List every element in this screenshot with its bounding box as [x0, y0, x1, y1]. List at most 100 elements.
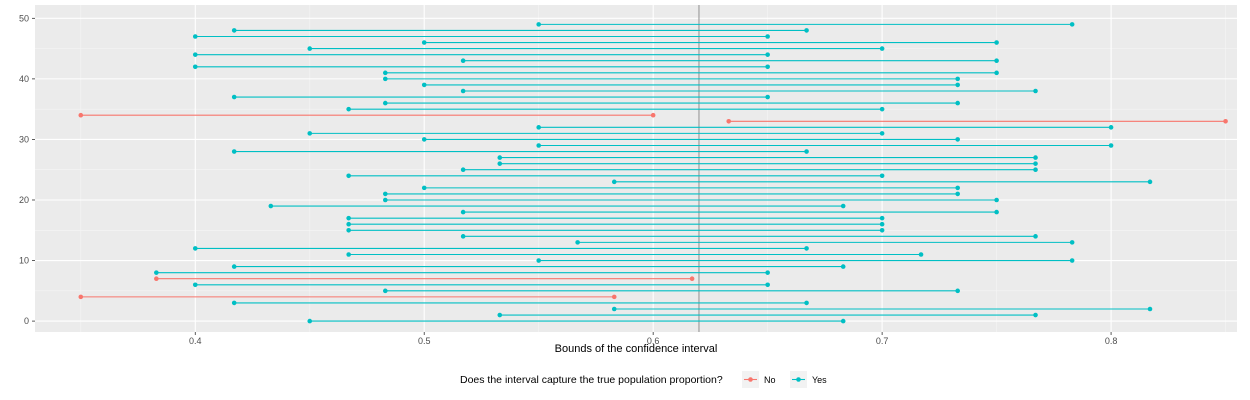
interval-upper-point	[1069, 240, 1075, 245]
interval-lower-point	[78, 112, 84, 118]
interval-upper-point	[955, 137, 960, 142]
interval-upper-point	[804, 300, 809, 306]
interval-upper-point	[840, 264, 846, 269]
interval-30	[536, 143, 1114, 148]
interval-lower-point	[307, 131, 313, 136]
interval-upper-point	[1033, 167, 1038, 173]
interval-2	[497, 312, 1038, 318]
interval-11	[536, 258, 1075, 263]
interval-lower-point	[231, 300, 237, 306]
interval-lower-point	[231, 28, 237, 33]
legend-entry-no: No	[742, 371, 776, 388]
y-tick-label: 40	[19, 74, 29, 84]
interval-18	[346, 215, 885, 221]
interval-lower-point	[346, 221, 351, 227]
interval-lower-point	[154, 276, 159, 282]
interval-6	[382, 288, 960, 294]
x-tick-label: 0.7	[876, 336, 889, 346]
legend-key-point	[796, 377, 801, 382]
interval-13	[192, 246, 809, 251]
interval-12	[346, 252, 924, 257]
interval-48	[192, 34, 770, 39]
interval-upper-point	[879, 173, 885, 179]
interval-upper-point	[955, 76, 960, 82]
interval-9	[154, 270, 770, 275]
interval-lower-point	[382, 100, 388, 106]
interval-lower-point	[536, 143, 541, 148]
interval-35	[78, 112, 656, 118]
interval-15	[460, 234, 1038, 239]
interval-lower-point	[192, 64, 198, 70]
interval-lower-point	[460, 58, 466, 64]
interval-lower-point	[611, 306, 617, 312]
legend-title: Does the interval capture the true popul…	[460, 374, 723, 386]
interval-33	[536, 125, 1114, 130]
interval-7	[192, 282, 770, 288]
interval-lower-point	[346, 252, 351, 257]
interval-31	[421, 137, 960, 142]
interval-upper-point	[765, 282, 770, 288]
interval-upper-point	[804, 28, 809, 33]
interval-lower-point	[307, 318, 313, 324]
interval-25	[346, 173, 885, 179]
interval-36	[346, 106, 885, 112]
interval-upper-point	[879, 221, 885, 227]
interval-14	[575, 240, 1075, 245]
interval-upper-point	[879, 227, 885, 233]
interval-lower-point	[536, 125, 541, 130]
interval-upper-point	[804, 149, 809, 154]
interval-lower-point	[421, 82, 427, 88]
interval-lower-point	[346, 215, 351, 221]
interval-lower-point	[460, 88, 466, 94]
interval-lower-point	[460, 234, 466, 239]
interval-upper-point	[765, 34, 770, 39]
interval-43	[192, 64, 770, 70]
interval-4	[231, 300, 809, 306]
interval-upper-point	[765, 64, 770, 70]
interval-17	[346, 221, 885, 227]
interval-24	[611, 179, 1153, 185]
interval-8	[154, 276, 695, 282]
y-tick-label: 10	[19, 256, 29, 266]
interval-lower-point	[346, 106, 351, 112]
interval-41	[382, 76, 960, 82]
interval-23	[421, 185, 960, 191]
interval-lower-point	[231, 94, 237, 100]
interval-lower-point	[460, 167, 466, 173]
interval-lower-point	[382, 70, 388, 76]
interval-39	[460, 88, 1038, 94]
interval-upper-point	[1069, 258, 1075, 263]
interval-lower-point	[346, 173, 351, 179]
interval-upper-point	[955, 100, 960, 106]
interval-upper-point	[1147, 179, 1153, 185]
interval-lower-point	[421, 40, 427, 45]
interval-upper-point	[765, 270, 770, 275]
interval-upper-point	[765, 52, 770, 57]
interval-lower-point	[382, 197, 388, 203]
legend-key-point	[748, 377, 753, 382]
interval-upper-point	[955, 185, 960, 191]
interval-lower-point	[231, 149, 237, 154]
interval-lower-point	[382, 76, 388, 82]
interval-upper-point	[1108, 125, 1114, 130]
x-axis: 0.4 0.5 0.6 0.7 0.8	[189, 332, 1117, 346]
interval-lower-point	[192, 34, 198, 39]
interval-lower-point	[231, 264, 237, 269]
interval-3	[611, 306, 1153, 312]
interval-46	[307, 46, 885, 51]
interval-5	[78, 294, 617, 300]
interval-upper-point	[994, 197, 999, 203]
interval-lower-point	[611, 179, 617, 185]
interval-lower-point	[382, 191, 388, 197]
interval-lower-point	[421, 185, 427, 191]
interval-upper-point	[879, 46, 885, 51]
interval-50	[536, 22, 1075, 27]
interval-45	[192, 52, 770, 57]
legend-label: Yes	[812, 375, 827, 385]
interval-lower-point	[575, 240, 580, 245]
interval-upper-point	[1033, 155, 1038, 160]
x-axis-title: Bounds of the confidence interval	[555, 343, 718, 355]
interval-lower-point	[536, 258, 541, 263]
interval-10	[231, 264, 846, 269]
interval-lower-point	[497, 312, 503, 318]
